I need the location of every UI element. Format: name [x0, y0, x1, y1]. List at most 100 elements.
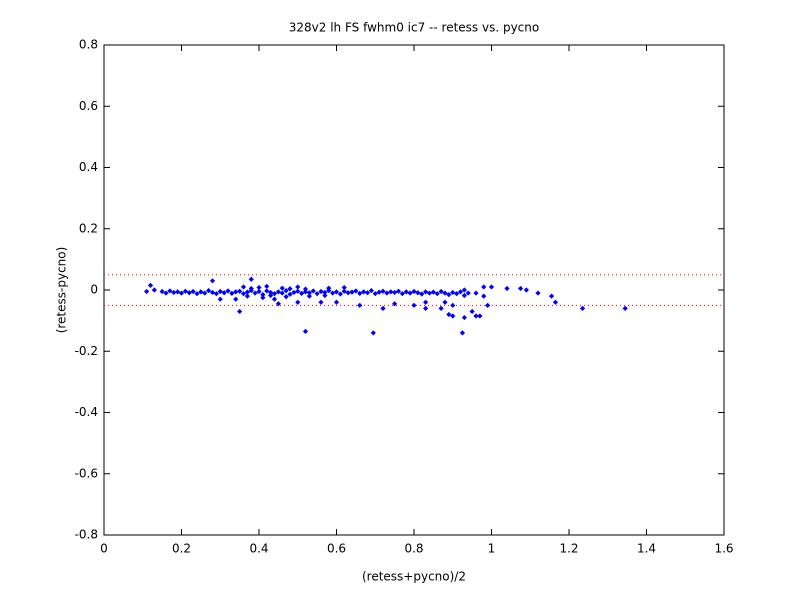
- data-point: [287, 291, 293, 297]
- data-point: [190, 288, 196, 295]
- data-point: [548, 293, 555, 299]
- data-point: [306, 293, 312, 299]
- data-point: [392, 301, 398, 307]
- data-point: [302, 328, 309, 334]
- chart-title: 328v2 lh FS fwhm0 ic7 -- retess vs. pycn…: [289, 21, 539, 35]
- data-point: [175, 289, 181, 295]
- data-point: [310, 288, 316, 294]
- data-point: [504, 285, 510, 292]
- data-point: [380, 305, 386, 311]
- data-point: [473, 290, 479, 296]
- data-point: [194, 291, 200, 297]
- data-point: [291, 289, 297, 296]
- data-point: [419, 291, 425, 297]
- data-point: [271, 291, 278, 297]
- data-point: [535, 290, 541, 296]
- data-point: [198, 289, 204, 295]
- data-point: [306, 290, 312, 296]
- data-point: [333, 299, 340, 305]
- y-tick-label: -0.4: [75, 405, 98, 419]
- data-point: [279, 290, 285, 296]
- y-axis-label: (retess-pycno): [55, 247, 69, 334]
- data-point: [314, 291, 320, 297]
- data-point: [357, 302, 363, 308]
- data-point: [380, 288, 386, 294]
- data-point: [326, 285, 332, 291]
- data-point: [341, 284, 347, 291]
- x-tick-label: 1.2: [559, 542, 578, 556]
- data-point: [302, 286, 309, 292]
- data-point: [233, 296, 239, 302]
- data-point: [423, 299, 429, 305]
- data-point: [182, 288, 188, 294]
- data-point: [485, 302, 491, 308]
- data-point: [403, 289, 409, 295]
- data-point: [465, 290, 471, 296]
- data-point: [517, 285, 524, 292]
- y-tick-label: -0.2: [75, 344, 98, 358]
- data-point: [411, 302, 417, 308]
- data-point: [240, 284, 247, 290]
- data-point: [268, 292, 274, 299]
- y-tick-label: 0.8: [79, 38, 98, 52]
- data-point: [256, 284, 262, 291]
- data-point: [229, 290, 235, 296]
- data-point: [430, 289, 436, 295]
- data-point: [264, 283, 270, 289]
- data-point: [322, 289, 328, 296]
- data-point: [622, 305, 628, 311]
- data-point: [477, 313, 483, 319]
- data-point: [353, 288, 359, 294]
- data-point: [333, 289, 340, 295]
- data-point: [252, 290, 258, 296]
- data-point: [349, 289, 355, 295]
- data-point: [209, 289, 216, 296]
- data-point: [260, 295, 266, 301]
- data-point: [275, 301, 281, 307]
- data-point: [438, 305, 444, 311]
- data-point: [411, 288, 417, 295]
- data-point: [221, 290, 227, 296]
- data-point: [434, 291, 440, 297]
- data-point: [295, 288, 301, 294]
- data-point: [357, 290, 363, 296]
- data-point: [302, 289, 309, 295]
- data-point: [488, 284, 495, 290]
- data-point: [260, 291, 266, 298]
- data-point: [450, 289, 456, 296]
- data-point: [167, 288, 173, 294]
- data-point: [579, 305, 586, 311]
- data-point: [450, 313, 456, 319]
- x-tick-label: 0.4: [249, 542, 268, 556]
- data-point: [337, 291, 343, 297]
- data-point: [457, 289, 464, 295]
- data-point: [299, 290, 305, 296]
- data-point: [399, 291, 405, 297]
- data-point: [159, 288, 165, 295]
- data-point: [248, 276, 254, 282]
- data-point: [237, 288, 243, 294]
- data-point: [361, 289, 367, 295]
- data-point: [481, 284, 487, 290]
- data-point: [213, 291, 219, 297]
- data-point: [233, 289, 239, 295]
- y-tick-label: 0: [90, 283, 98, 297]
- data-point: [384, 290, 390, 296]
- data-point: [368, 288, 374, 294]
- data-point: [151, 287, 157, 293]
- data-point: [275, 289, 281, 295]
- data-point: [415, 290, 421, 296]
- data-point: [279, 285, 285, 291]
- x-tick-label: 1.6: [714, 542, 733, 556]
- data-point: [341, 288, 347, 294]
- x-axis-label: (retess+pycno)/2: [362, 570, 466, 584]
- data-point: [240, 291, 247, 297]
- data-point: [442, 290, 448, 296]
- data-point: [407, 290, 413, 296]
- data-point: [461, 292, 467, 299]
- data-point: [461, 287, 467, 293]
- data-point: [147, 282, 154, 289]
